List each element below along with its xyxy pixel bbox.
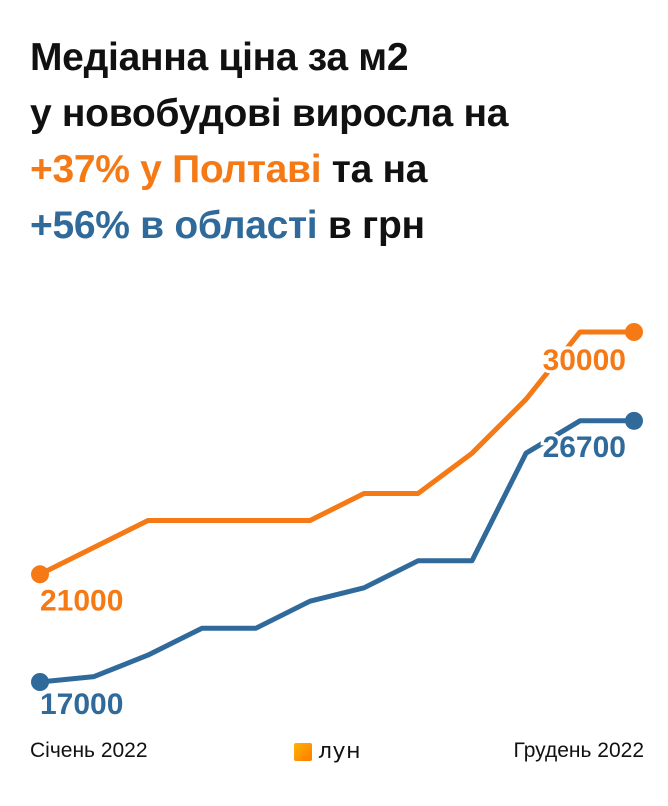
x-axis-end-label: Грудень 2022	[513, 739, 644, 762]
title-line-2: у новобудові виросла на	[30, 92, 509, 135]
data-point-oblast-end	[625, 411, 643, 430]
title-poltava-highlight: +37% у Полтаві	[30, 148, 322, 191]
title-oblast-highlight: +56% в області	[30, 204, 318, 247]
chart-title: Медіанна ціна за м2 у новобудові виросла…	[30, 30, 650, 254]
data-label-oblast-end: 26700	[543, 431, 626, 464]
data-label-poltava-end: 30000	[543, 344, 626, 377]
series-line-poltava	[37, 329, 637, 577]
series-line-oblast	[37, 418, 637, 685]
title-line-3-rest: та на	[321, 148, 428, 191]
lun-logo-text: лун	[318, 739, 361, 764]
lun-logo-icon	[294, 743, 312, 761]
title-line-3: +37% у Полтаві та на	[30, 142, 650, 198]
data-label-oblast-start: 17000	[40, 688, 123, 721]
title-line-1: Медіанна ціна за м2	[30, 36, 409, 79]
data-label-poltava-start: 21000	[40, 584, 123, 617]
data-point-poltava-end	[625, 323, 643, 341]
data-point-poltava-start	[31, 565, 49, 584]
x-axis-start-label: Січень 2022	[30, 739, 148, 762]
data-point-oblast-start	[31, 673, 49, 691]
title-line-4-rest: в грн	[317, 204, 425, 247]
title-line-4: +56% в області в грн	[30, 198, 650, 254]
lun-logo: лун	[294, 739, 361, 764]
